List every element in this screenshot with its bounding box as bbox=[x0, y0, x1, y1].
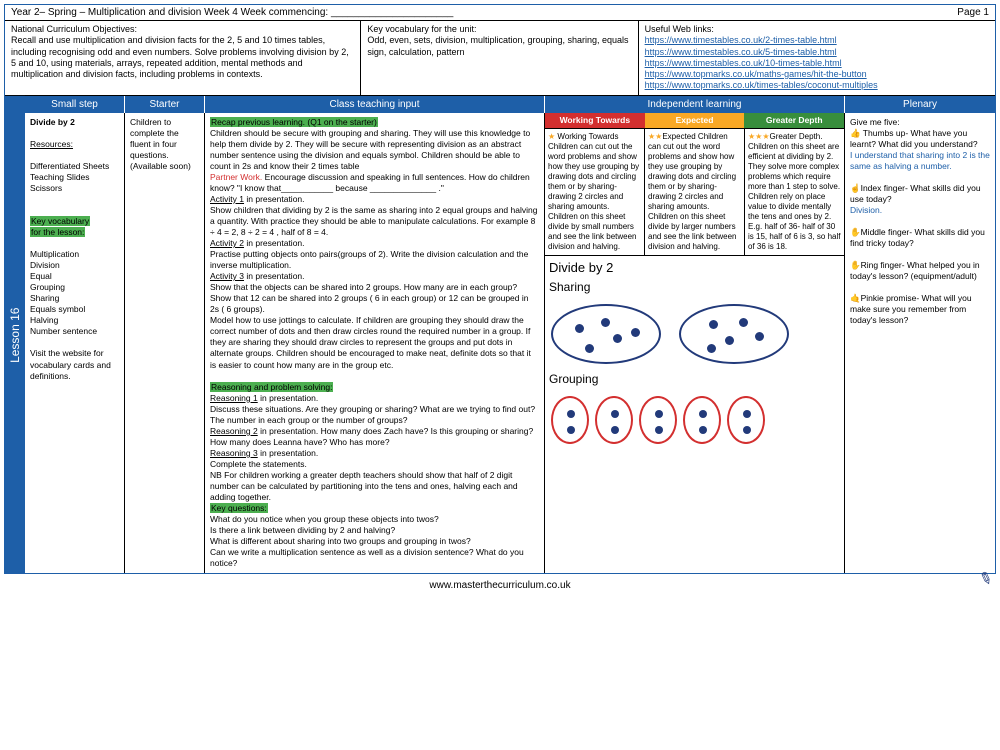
wt-header: Working Towards bbox=[545, 113, 645, 128]
page-num: Page 1 bbox=[957, 7, 989, 18]
vocab: Key vocabulary for the unit: Odd, even, … bbox=[361, 21, 638, 95]
sharing-diagram bbox=[545, 300, 844, 368]
starter-cell: Children to complete the fluent in four … bbox=[125, 113, 205, 574]
link-1[interactable]: https://www.timestables.co.uk/5-times-ta… bbox=[645, 47, 989, 58]
gd-header: Greater Depth bbox=[744, 113, 844, 128]
gd-body: ★★★Greater Depth. Children on this sheet… bbox=[745, 129, 844, 255]
title: Year 2– Spring – Multiplication and divi… bbox=[11, 7, 453, 18]
footer-url: www.masterthecurriculum.co.uk bbox=[0, 578, 1000, 593]
teaching-cell: Recap previous learning. (Q1 on the star… bbox=[205, 113, 545, 574]
link-3[interactable]: https://www.topmarks.co.uk/maths-games/h… bbox=[645, 69, 989, 80]
plenary-cell: Give me five: 👍 Thumbs up- What have you… bbox=[845, 113, 995, 574]
link-0[interactable]: https://www.timestables.co.uk/2-times-ta… bbox=[645, 35, 989, 46]
independent-cell: Working Towards Expected Greater Depth ★… bbox=[545, 113, 845, 574]
link-4[interactable]: https://www.topmarks.co.uk/times-tables/… bbox=[645, 80, 989, 91]
objectives: National Curriculum Objectives: Recall a… bbox=[5, 21, 361, 95]
link-2[interactable]: https://www.timestables.co.uk/10-times-t… bbox=[645, 58, 989, 69]
sharing-heading: Sharing bbox=[545, 280, 844, 300]
ex-body: ★★Expected Children can cut out the word… bbox=[645, 129, 745, 255]
info-row: National Curriculum Objectives: Recall a… bbox=[5, 21, 995, 96]
links: Useful Web links: https://www.timestable… bbox=[639, 21, 995, 95]
lesson-tab: Lesson 16 bbox=[5, 96, 25, 574]
ex-header: Expected bbox=[645, 113, 745, 128]
column-headers: Small step Starter Class teaching input … bbox=[25, 96, 995, 113]
grouping-diagram bbox=[545, 392, 844, 448]
small-step-cell: Divide by 2 Resources: Differentiated Sh… bbox=[25, 113, 125, 574]
grouping-heading: Grouping bbox=[545, 368, 844, 392]
divide-heading: Divide by 2 bbox=[545, 256, 844, 281]
wt-body: ★ Working Towards Children can cut out t… bbox=[545, 129, 645, 255]
top-bar: Year 2– Spring – Multiplication and divi… bbox=[5, 5, 995, 21]
